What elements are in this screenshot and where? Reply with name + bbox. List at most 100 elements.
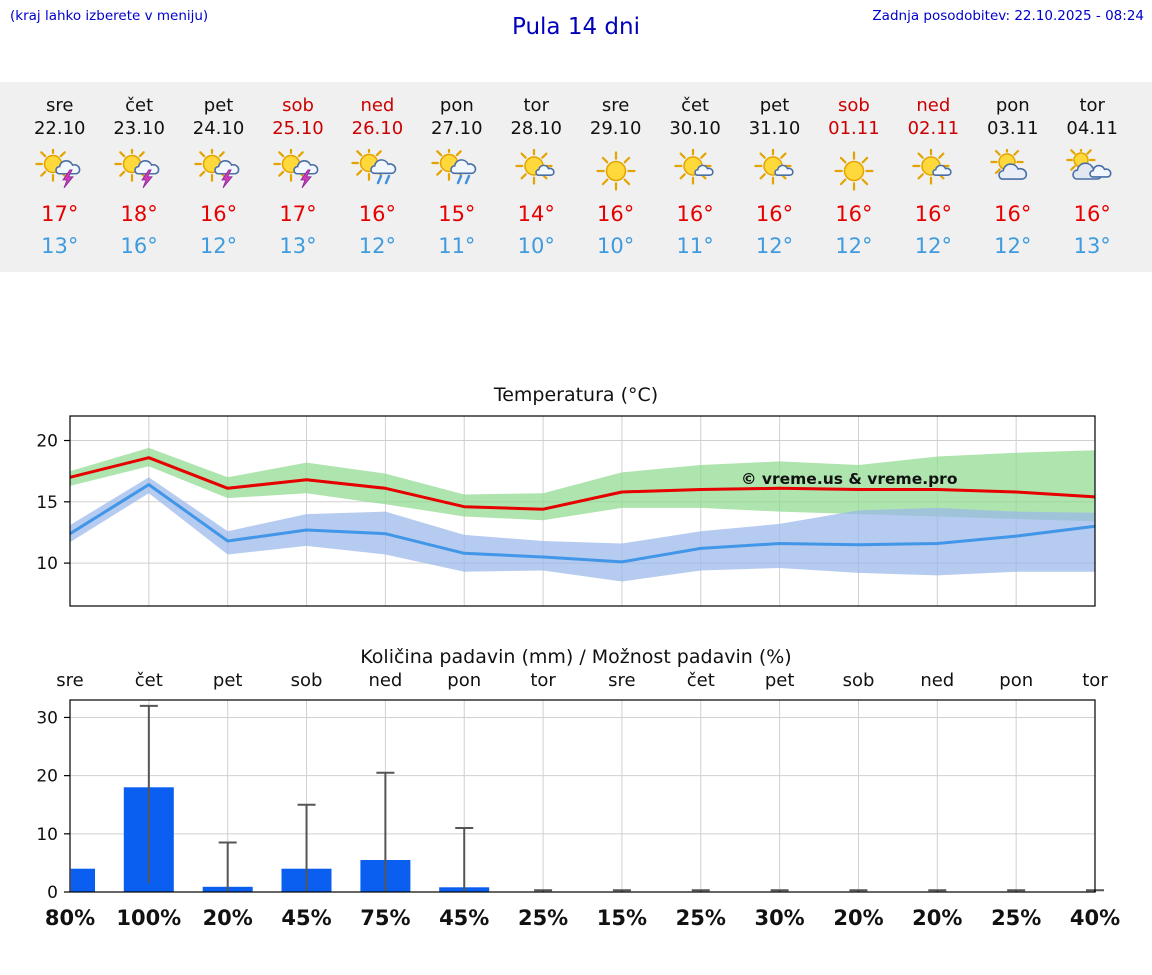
temp-plot-border bbox=[69, 415, 1096, 607]
day-date: 25.10 bbox=[272, 118, 324, 140]
temp-ytick-label: 20 bbox=[36, 432, 58, 452]
precip-day-label: pet bbox=[213, 670, 243, 691]
day-date: 02.11 bbox=[907, 118, 960, 140]
day-date: 24.10 bbox=[192, 118, 245, 140]
day-date: 01.11 bbox=[828, 118, 880, 140]
watermark-link[interactable]: © vreme.us & vreme.pro bbox=[741, 470, 957, 488]
forecast-day[interactable]: ned 26.10 16° 12° bbox=[338, 94, 417, 258]
temp-low: 10° bbox=[517, 234, 555, 259]
precip-probability: 25% bbox=[676, 906, 726, 930]
temp-high: 16° bbox=[597, 202, 635, 227]
precip-probability: 30% bbox=[754, 906, 804, 930]
day-name: pon bbox=[439, 95, 474, 116]
forecast-day[interactable]: sob 01.11 16° 12° bbox=[814, 94, 893, 258]
temperature-section: Temperatura (°C) 10 15 20 © vreme.us & vrem… bbox=[0, 384, 1152, 618]
day-name: čet bbox=[125, 95, 154, 116]
temp-low: 13° bbox=[41, 234, 79, 259]
temp-high: 15° bbox=[438, 202, 476, 227]
precip-ytick-label: 0 bbox=[47, 883, 58, 903]
precip-day-label: tor bbox=[1082, 670, 1108, 691]
precip-probability: 75% bbox=[360, 906, 410, 930]
forecast-day[interactable]: tor 04.11 16° 13° bbox=[1052, 94, 1131, 258]
day-name: sre bbox=[45, 95, 74, 116]
forecast-strip: sre 22.10 17° 13° čet 23.10 18° 16° pet 24.10 16° 1… bbox=[0, 82, 1152, 273]
precip-bar bbox=[70, 868, 95, 893]
precip-probability: 15% bbox=[597, 906, 647, 930]
precip-probability: 20% bbox=[203, 906, 253, 930]
temp-low: 10° bbox=[597, 234, 635, 259]
precipitation-chart-title: Količina padavin (mm) / Možnost padavin … bbox=[360, 646, 792, 669]
day-date: 30.10 bbox=[669, 118, 721, 140]
precip-probability: 20% bbox=[912, 906, 962, 930]
day-date: 28.10 bbox=[510, 118, 562, 140]
forecast-day[interactable]: pon 27.10 15° 11° bbox=[417, 94, 496, 258]
forecast-day[interactable]: pet 24.10 16° 12° bbox=[179, 94, 258, 258]
last-update: Zadnja posodobitev: 22.10.2025 - 08:24 bbox=[872, 8, 1144, 24]
forecast-day[interactable]: sob 25.10 17° 13° bbox=[258, 94, 337, 258]
sun-small-cloud-icon bbox=[655, 146, 734, 196]
temp-low: 12° bbox=[755, 234, 794, 259]
day-name: tor bbox=[1079, 95, 1105, 116]
temp-low: 12° bbox=[994, 234, 1032, 259]
precip-probability: 45% bbox=[439, 906, 489, 930]
sun-rain-icon bbox=[338, 146, 417, 196]
precipitation-section: Količina padavin (mm) / Možnost padavin … bbox=[0, 646, 1152, 934]
day-date: 22.10 bbox=[33, 118, 86, 140]
temp-low: 11° bbox=[676, 234, 714, 259]
min-temperature-band bbox=[70, 477, 1095, 582]
temp-low: 13° bbox=[279, 234, 317, 259]
temp-high: 17° bbox=[41, 202, 79, 227]
sunny-icon bbox=[576, 146, 655, 196]
precip-day-label: čet bbox=[135, 670, 163, 691]
precip-day-label: sre bbox=[608, 670, 635, 691]
precip-probability: 20% bbox=[833, 906, 883, 930]
forecast-day[interactable]: pon 03.11 16° 12° bbox=[973, 94, 1052, 258]
precip-day-label: sob bbox=[291, 670, 323, 691]
precip-plot-border bbox=[69, 699, 1096, 893]
day-name: sre bbox=[601, 95, 630, 116]
precip-probability: 80% bbox=[45, 906, 95, 930]
max-temperature-band bbox=[70, 447, 1095, 522]
sun-rain-icon bbox=[417, 146, 496, 196]
precip-day-label: pon bbox=[447, 670, 481, 691]
day-name: tor bbox=[523, 95, 549, 116]
day-date: 03.11 bbox=[987, 118, 1039, 140]
precip-ytick-label: 20 bbox=[36, 767, 58, 787]
temp-low: 12° bbox=[199, 234, 238, 259]
day-name: sob bbox=[282, 95, 314, 116]
precip-probability: 100% bbox=[116, 906, 181, 930]
forecast-day[interactable]: pet 31.10 16° 12° bbox=[735, 94, 814, 258]
temp-low: 11° bbox=[438, 234, 476, 259]
temp-high: 18° bbox=[120, 202, 158, 227]
forecast-day[interactable]: sre 22.10 17° 13° bbox=[20, 94, 99, 258]
temp-high: 16° bbox=[835, 202, 873, 227]
precip-ytick-label: 10 bbox=[36, 825, 58, 845]
menu-hint: (kraj lahko izberete v meniju) bbox=[10, 8, 209, 24]
forecast-day[interactable]: ned 02.11 16° 12° bbox=[894, 94, 973, 258]
forecast-day[interactable]: tor 28.10 14° 10° bbox=[497, 94, 576, 258]
precip-day-label: čet bbox=[687, 670, 715, 691]
precip-day-label: tor bbox=[530, 670, 556, 691]
temp-high: 16° bbox=[1073, 202, 1111, 227]
temp-ytick-label: 15 bbox=[36, 493, 58, 513]
temp-high: 16° bbox=[755, 202, 794, 227]
forecast-day[interactable]: čet 30.10 16° 11° bbox=[655, 94, 734, 258]
day-name: ned bbox=[360, 95, 395, 116]
max-temperature-line bbox=[69, 456, 1096, 511]
temp-high: 16° bbox=[676, 202, 714, 227]
precip-day-label: pon bbox=[999, 670, 1033, 691]
day-name: sob bbox=[838, 95, 870, 116]
sun-thunder-icon bbox=[258, 146, 337, 196]
temp-high: 17° bbox=[279, 202, 317, 227]
precip-day-label: ned bbox=[920, 670, 954, 691]
cloud-sun-icon bbox=[1052, 146, 1131, 196]
temp-low: 12° bbox=[835, 234, 873, 259]
precip-day-label: ned bbox=[368, 670, 402, 691]
sunny-icon bbox=[814, 146, 893, 196]
day-name: pet bbox=[759, 95, 790, 116]
forecast-day[interactable]: čet 23.10 18° 16° bbox=[99, 94, 178, 258]
temp-low: 12° bbox=[358, 234, 397, 259]
forecast-day[interactable]: sre 29.10 16° 10° bbox=[576, 94, 655, 258]
page-title: Pula 14 dni bbox=[512, 14, 640, 40]
sun-small-cloud-icon bbox=[894, 146, 973, 196]
